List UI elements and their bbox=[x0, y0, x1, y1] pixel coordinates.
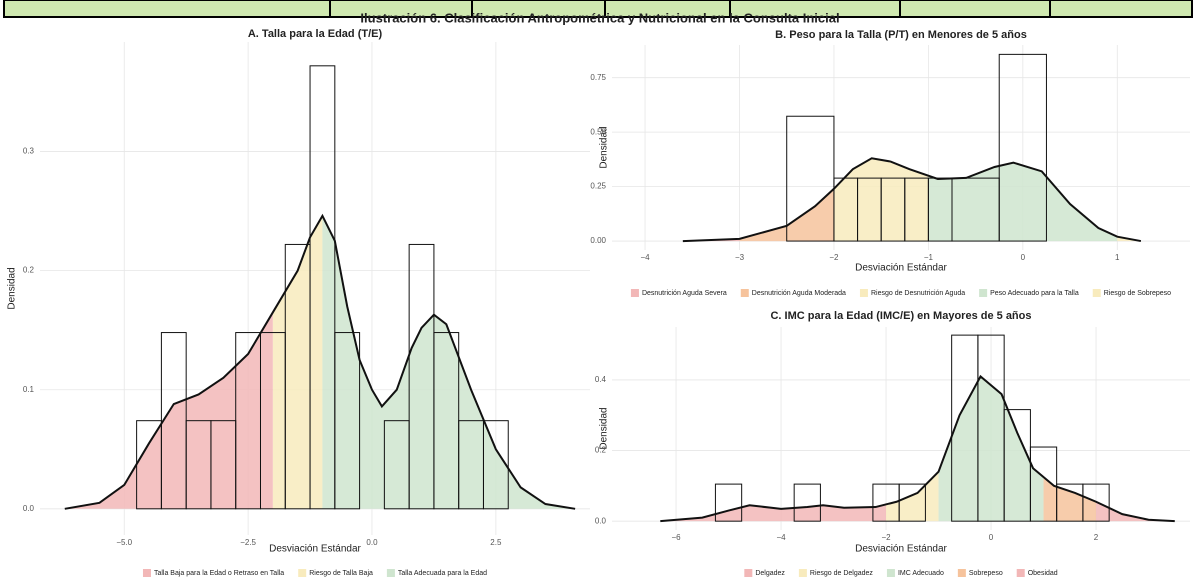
y-tick-label: 0.00 bbox=[590, 236, 606, 245]
x-tick-label: −2 bbox=[881, 533, 891, 542]
region-fill bbox=[928, 162, 1118, 242]
y-tick-label: 0.2 bbox=[23, 266, 35, 275]
panel-title: A. Talla para la Edad (T/E) bbox=[248, 28, 383, 40]
y-axis-title: Densidad bbox=[7, 267, 18, 309]
legend-swatch bbox=[1016, 569, 1025, 577]
density-line bbox=[660, 374, 1175, 523]
x-tick-label: −5.0 bbox=[116, 538, 132, 547]
panel-title: C. IMC para la Edad (IMC/E) en Mayores d… bbox=[770, 310, 1031, 322]
legend-swatch bbox=[740, 289, 749, 297]
histogram-bar bbox=[898, 483, 926, 522]
panel: B. Peso para la Talla (P/T) en Menores d… bbox=[590, 29, 1190, 297]
region-fill bbox=[938, 376, 1044, 522]
legend: Delgadez Riesgo de Delgadez IMC Adecuado So… bbox=[744, 569, 1058, 577]
header-table-fragment bbox=[3, 0, 1193, 18]
legend-swatch bbox=[630, 289, 639, 297]
legend: Talla Baja para la Edad o Retraso en Tal… bbox=[142, 569, 487, 577]
legend-swatch bbox=[386, 569, 395, 577]
legend-swatch bbox=[1092, 289, 1101, 297]
y-tick-label: 0.4 bbox=[595, 375, 607, 384]
x-tick-label: −6 bbox=[671, 533, 681, 542]
region-fill bbox=[64, 312, 273, 509]
legend: Desnutrición Aguda Severa Desnutrición Ag… bbox=[630, 289, 1171, 297]
x-tick-label: −3 bbox=[735, 253, 745, 262]
x-tick-label: −4 bbox=[640, 253, 650, 262]
legend-swatch bbox=[886, 569, 895, 577]
legend-swatch bbox=[979, 289, 988, 297]
y-tick-label: 0.50 bbox=[590, 127, 606, 136]
legend-swatch bbox=[859, 289, 868, 297]
legend-label: Peso Adecuado para la Talla bbox=[990, 290, 1079, 297]
x-tick-label: −1 bbox=[924, 253, 934, 262]
x-tick-label: 0 bbox=[989, 533, 994, 542]
legend-label: Obesidad bbox=[1028, 570, 1058, 577]
figure-title: Ilustración 6. Clasificación Antropométr… bbox=[360, 10, 839, 25]
legend-label: Delgadez bbox=[755, 570, 785, 577]
y-tick-label: 0.25 bbox=[590, 182, 606, 191]
histogram-bar bbox=[998, 53, 1047, 242]
legend-swatch bbox=[798, 569, 807, 577]
legend-swatch bbox=[957, 569, 966, 577]
y-tick-label: 0.0 bbox=[595, 516, 607, 525]
y-axis-title: Densidad bbox=[599, 126, 610, 168]
panel: C. IMC para la Edad (IMC/E) en Mayores d… bbox=[595, 310, 1190, 577]
y-tick-label: 0.0 bbox=[23, 504, 35, 513]
region-fill bbox=[272, 215, 323, 509]
y-tick-label: 0.75 bbox=[590, 73, 606, 82]
table-row bbox=[3, 0, 1193, 18]
x-tick-label: −2 bbox=[829, 253, 839, 262]
legend-swatch bbox=[744, 569, 753, 577]
y-tick-label: 0.2 bbox=[595, 446, 607, 455]
legend-label: Riesgo de Delgadez bbox=[810, 570, 874, 577]
legend-label: Riesgo de Talla Baja bbox=[309, 570, 373, 577]
x-tick-label: 2 bbox=[1094, 533, 1099, 542]
region-fill bbox=[660, 504, 887, 522]
density-line bbox=[682, 157, 1142, 243]
histogram-bar bbox=[1082, 483, 1110, 522]
legend-label: Desnutrición Aguda Moderada bbox=[752, 290, 846, 297]
histogram-bar bbox=[714, 483, 743, 522]
x-tick-label: −4 bbox=[776, 533, 786, 542]
legend-label: Desnutrición Aguda Severa bbox=[642, 290, 727, 297]
legend-label: IMC Adecuado bbox=[898, 570, 944, 577]
legend-label: Talla Baja para la Edad o Retraso en Tal… bbox=[154, 570, 284, 577]
region-fill bbox=[1096, 501, 1175, 522]
x-tick-label: 2.5 bbox=[490, 538, 502, 547]
histogram-bar bbox=[793, 483, 821, 522]
histogram-bar bbox=[482, 420, 509, 510]
x-axis-title: Desviación Estándar bbox=[269, 544, 361, 555]
legend-label: Riesgo de Desnutrición Aguda bbox=[871, 290, 965, 297]
y-tick-label: 0.3 bbox=[23, 147, 35, 156]
x-axis-title: Desviación Estándar bbox=[855, 263, 947, 274]
panel-title: B. Peso para la Talla (P/T) en Menores d… bbox=[775, 29, 1027, 41]
legend-label: Sobrepeso bbox=[969, 570, 1003, 577]
legend-swatch bbox=[298, 569, 307, 577]
x-tick-label: 0 bbox=[1021, 253, 1026, 262]
panel: A. Talla para la Edad (T/E) Desviación Es… bbox=[7, 28, 590, 577]
legend-label: Riesgo de Sobrepeso bbox=[1104, 290, 1171, 297]
y-tick-label: 0.1 bbox=[23, 385, 35, 394]
x-tick-label: −2.5 bbox=[240, 538, 256, 547]
y-axis-title: Densidad bbox=[599, 407, 610, 449]
legend-swatch bbox=[142, 569, 151, 577]
region-fill bbox=[322, 215, 576, 509]
legend-label: Talla Adecuada para la Edad bbox=[398, 570, 487, 577]
x-axis-title: Desviación Estándar bbox=[855, 544, 947, 555]
histogram-bar bbox=[309, 65, 336, 510]
region-fill bbox=[739, 188, 834, 242]
x-tick-label: 0.0 bbox=[366, 538, 378, 547]
x-tick-label: 1 bbox=[1115, 253, 1120, 262]
density-line bbox=[64, 213, 576, 510]
histogram-bar bbox=[334, 332, 361, 510]
